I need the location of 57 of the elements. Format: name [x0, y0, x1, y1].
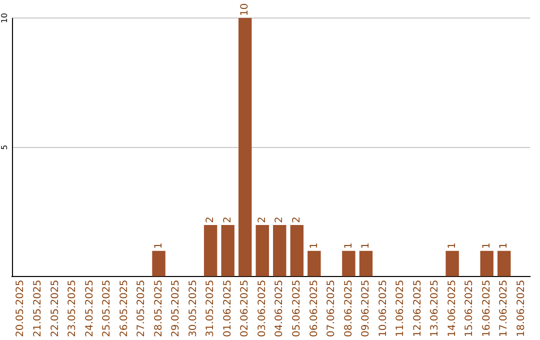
bar — [446, 250, 459, 276]
x-tick-label: 17.06.2025 — [498, 280, 510, 338]
x-tick-label: 16.06.2025 — [481, 280, 492, 338]
data-label: 1 — [343, 242, 354, 249]
x-tick-label: 31.05.2025 — [205, 280, 216, 338]
x-tick-label: 10.06.2025 — [378, 280, 389, 338]
data-label: 1 — [308, 242, 320, 249]
data-label: 10 — [240, 3, 251, 16]
x-tick-label: 21.05.2025 — [32, 280, 44, 338]
data-label: 2 — [274, 216, 286, 223]
x-tick-label: 09.06.2025 — [360, 280, 372, 338]
x-tick-label: 20.05.2025 — [15, 280, 26, 338]
x-tick-label: 01.06.2025 — [222, 280, 234, 338]
x-tick-label: 14.06.2025 — [446, 280, 458, 338]
x-tick-label: 18.06.2025 — [516, 280, 527, 338]
y-tick-label: 5 — [0, 144, 10, 150]
bar — [238, 18, 252, 276]
x-tick-label: 06.06.2025 — [308, 280, 320, 338]
bar — [290, 224, 304, 276]
x-tick-label: 22.05.2025 — [50, 280, 61, 338]
bar — [359, 250, 373, 276]
x-tick-label: 26.05.2025 — [118, 280, 130, 338]
bar — [497, 250, 511, 276]
bar — [342, 250, 356, 276]
bar — [221, 224, 234, 276]
x-tick-label: 13.06.2025 — [430, 280, 441, 338]
x-tick-label: 27.05.2025 — [136, 280, 148, 338]
data-label: 1 — [153, 242, 164, 249]
bar — [152, 250, 166, 276]
x-tick-label: 28.05.2025 — [153, 280, 164, 338]
data-label: 2 — [256, 216, 268, 223]
bar — [273, 224, 286, 276]
x-tick-label: 12.06.2025 — [412, 280, 424, 338]
x-tick-label: 30.05.2025 — [188, 280, 199, 338]
x-tick-label: 29.05.2025 — [170, 280, 182, 338]
data-label: 2 — [291, 216, 302, 223]
data-label: 1 — [360, 242, 372, 249]
data-label: 1 — [481, 242, 492, 249]
data-label: 1 — [498, 242, 510, 249]
x-tick-label: 04.06.2025 — [274, 280, 286, 338]
x-tick-label: 25.05.2025 — [102, 280, 113, 338]
x-tick-label: 11.06.2025 — [395, 280, 406, 338]
x-tick-label: 02.06.2025 — [240, 280, 251, 338]
data-label: 2 — [222, 216, 234, 223]
data-label: 1 — [446, 242, 458, 249]
bar — [480, 250, 494, 276]
bar — [256, 224, 269, 276]
x-tick-label: 07.06.2025 — [326, 280, 338, 338]
x-tick-label: 03.06.2025 — [256, 280, 268, 338]
x-tick-label: 23.05.2025 — [67, 280, 78, 338]
x-tick-label: 15.06.2025 — [464, 280, 476, 338]
bar — [204, 224, 218, 276]
x-tick-label: 24.05.2025 — [84, 280, 96, 338]
x-tick-label: 05.06.2025 — [291, 280, 302, 338]
x-tick-label: 08.06.2025 — [343, 280, 354, 338]
bar — [308, 250, 321, 276]
data-label: 2 — [205, 216, 216, 223]
